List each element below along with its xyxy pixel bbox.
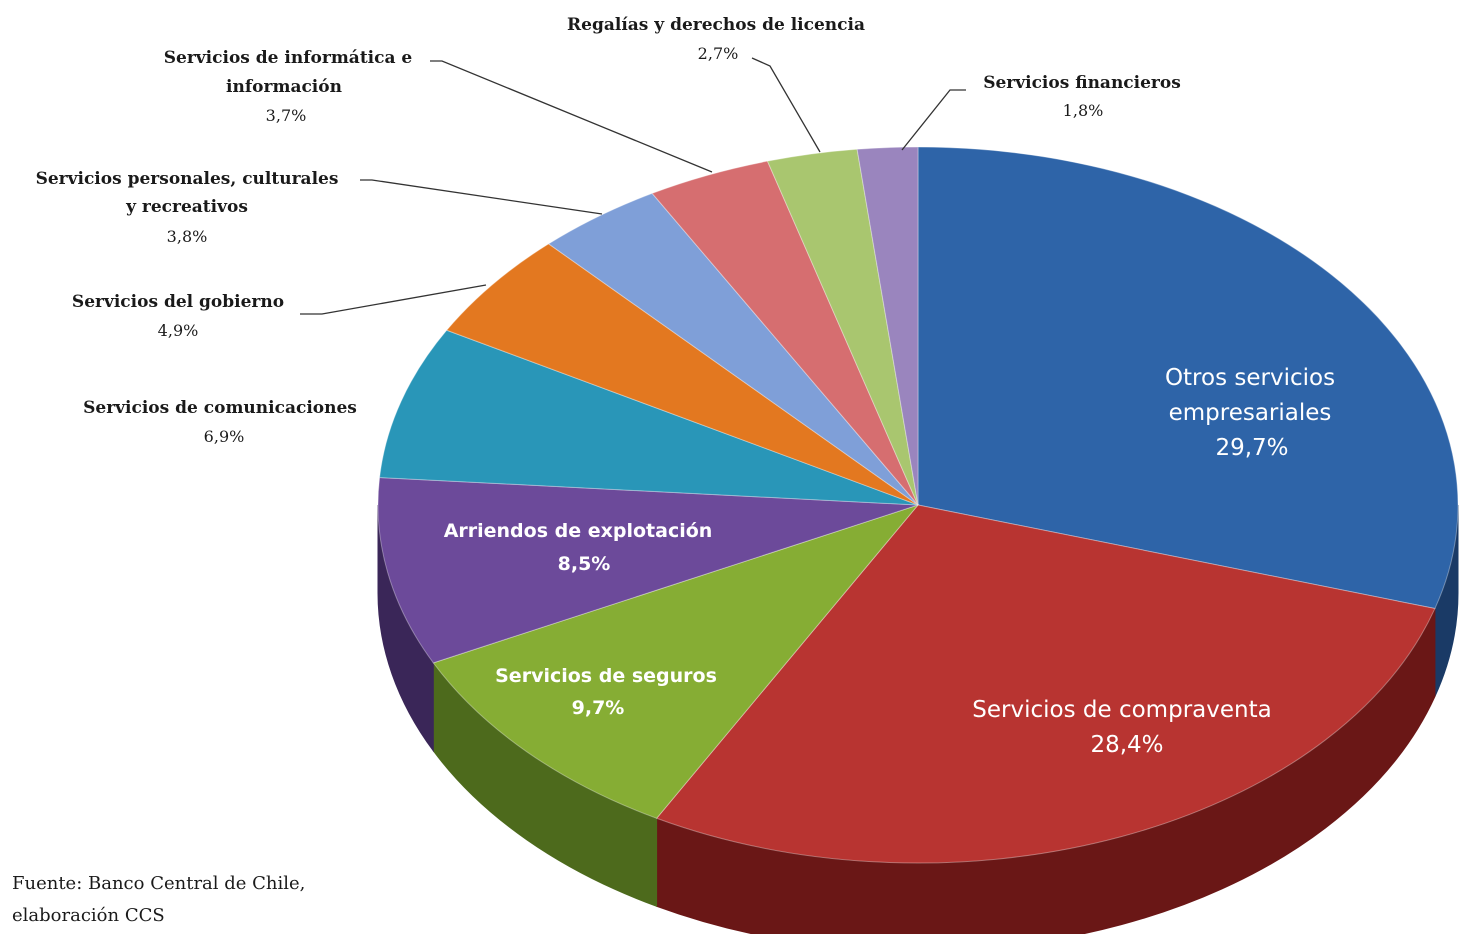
leader-line-servicios-del-gobierno [300,284,487,315]
pie-labels: Otros servicios empresariales 29,7% Servici… [36,15,1335,758]
leader-line-servicios-personales-culturales-y-recreativos [360,179,603,215]
slice-label-arriendos-de-explotacion: Arriendos de explotación [444,520,713,542]
slice-value-servicios-de-comunicaciones: 6,9% [204,427,245,446]
slice-value-servicios-del-gobierno: 4,9% [158,321,199,340]
slice-label-servicios-de-compraventa: Servicios de compraventa [972,697,1271,723]
pie-slice-regalias-y-derechos-de-licencia [766,148,919,506]
source-note: Fuente: Banco Central de Chile, elaborac… [12,868,432,932]
slice-value-servicios-financieros: 1,8% [1063,101,1104,120]
slice-label-servicios-del-gobierno: Servicios del gobierno [72,292,284,312]
slice-value-servicios-de-seguros: 9,7% [572,697,625,719]
slice-value-arriendos-de-explotacion: 8,5% [558,553,611,575]
source-line-2: elaboración CCS [12,905,165,926]
slice-label-servicios-de-informatica-e-informacion-line-2: información [226,77,342,97]
slice-value-otros-servicios-empresariales: 29,7% [1215,435,1288,461]
slice-value-regalias-y-derechos-de-licencia: 2,7% [698,44,739,63]
slice-value-servicios-personales-culturales-y-recreativos: 3,8% [167,227,208,246]
slice-label-servicios-personales-culturales-y-recreativos-line-1: Servicios personales, culturales [36,169,339,189]
slice-label-servicios-de-informatica-e-informacion-line-1: Servicios de informática e [164,48,413,68]
slice-value-servicios-de-compraventa: 28,4% [1090,732,1163,758]
slice-label-regalias-y-derechos-de-licencia: Regalías y derechos de licencia [567,15,865,35]
leader-line-regalias-y-derechos-de-licencia [751,57,821,153]
slice-label-otros-servicios-empresariales-line-2: empresariales [1169,400,1332,426]
slice-label-servicios-de-seguros: Servicios de seguros [495,665,717,687]
pie-slice-servicios-del-gobierno [445,243,919,506]
slice-value-servicios-de-informatica-e-informacion: 3,7% [266,106,307,125]
slice-label-servicios-financieros: Servicios financieros [983,73,1181,93]
pie-slice-servicios-de-compraventa [655,504,1436,864]
pie-tops [377,146,1459,864]
leader-line-servicios-financieros [901,89,966,151]
slice-label-otros-servicios-empresariales-line-1: Otros servicios [1165,365,1335,391]
pie-slice-otros-servicios-empresariales [917,146,1459,610]
pie-slice-servicios-financieros [856,146,919,506]
slice-label-servicios-personales-culturales-y-recreativos-line-2: y recreativos [125,197,248,217]
pie-slice-servicios-de-informatica-e-informacion [651,160,919,506]
slice-label-servicios-de-comunicaciones: Servicios de comunicaciones [83,398,357,418]
pie-slice-arriendos-de-explotacion [377,476,919,664]
source-line-1: Fuente: Banco Central de Chile, [12,873,306,894]
pie-slice-servicios-de-comunicaciones [379,329,919,506]
pie-leader-lines [300,57,966,315]
leader-line-servicios-de-informatica-e-informacion [430,60,713,173]
pie-slice-servicios-personales-culturales-y-recreativos [547,192,919,506]
pie-slice-servicios-de-seguros [432,503,920,819]
